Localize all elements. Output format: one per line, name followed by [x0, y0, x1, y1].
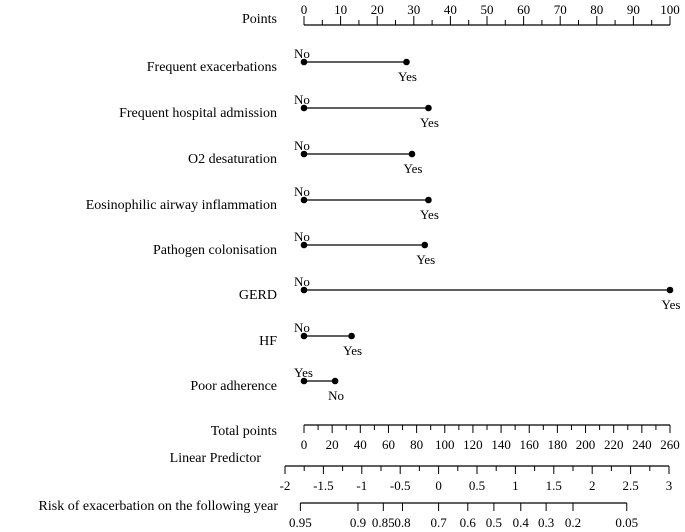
level-label: No	[294, 184, 310, 199]
level-label: No	[294, 229, 310, 244]
level-dot	[300, 286, 308, 294]
risk-axis-tick-label: 0.5	[486, 515, 502, 530]
points-axis-tick-label: 10	[334, 2, 347, 17]
level-label: Yes	[420, 115, 439, 130]
variable-label: HF	[259, 334, 277, 349]
linear-predictor-tick-label: -2	[280, 478, 291, 493]
level-label: Yes	[420, 207, 439, 222]
variable-label: O2 desaturation	[188, 152, 277, 167]
level-label: Yes	[294, 365, 313, 380]
points-axis-tick-label: 30	[407, 2, 420, 17]
linear-predictor-tick-label: 1.5	[546, 478, 562, 493]
total-points-label: Total points	[211, 424, 277, 439]
variable-label: Eosinophilic airway inflammation	[86, 198, 277, 213]
risk-axis-tick-label: 0.9	[350, 515, 366, 530]
total-points-tick-label: 140	[491, 437, 511, 452]
linear-predictor-tick-label: 1	[512, 478, 519, 493]
risk-axis-tick-label: 0.2	[565, 515, 581, 530]
risk-axis-tick-label: 0.85	[372, 515, 395, 530]
risk-axis-tick-label: 0.6	[460, 515, 477, 530]
level-label: Yes	[662, 297, 681, 312]
level-dot	[331, 377, 339, 385]
risk-axis-tick-label: 0.3	[538, 515, 554, 530]
level-dot	[300, 58, 308, 66]
linear-predictor-label: Linear Predictor	[170, 451, 262, 466]
level-dot	[425, 196, 432, 204]
total-points-tick-label: 220	[604, 437, 624, 452]
level-dot	[300, 150, 308, 158]
risk-axis-tick-label: 0.05	[615, 515, 638, 530]
level-dot	[408, 150, 416, 158]
level-dot	[666, 286, 674, 294]
level-label: No	[294, 46, 310, 61]
points-axis-tick-label: 50	[481, 2, 494, 17]
total-points-tick-label: 180	[548, 437, 568, 452]
level-label: No	[294, 138, 310, 153]
points-axis-tick-label: 80	[590, 2, 603, 17]
level-label: Yes	[404, 161, 423, 176]
risk-axis-tick-label: 0.8	[394, 515, 410, 530]
level-label: Yes	[343, 343, 362, 358]
variable-label: Frequent exacerbations	[147, 60, 277, 75]
level-dot	[300, 196, 308, 204]
level-dot	[425, 104, 432, 112]
variable-label: Poor adherence	[190, 379, 277, 394]
level-dot	[403, 58, 410, 66]
level-label: No	[294, 320, 310, 335]
linear-predictor-tick-label: -1.5	[313, 478, 334, 493]
linear-predictor-tick-label: -1	[356, 478, 367, 493]
linear-predictor-tick-label: -0.5	[390, 478, 411, 493]
total-points-tick-label: 100	[435, 437, 455, 452]
level-label: No	[294, 92, 310, 107]
level-dot	[300, 241, 308, 249]
level-dot	[348, 332, 355, 340]
level-label: Yes	[398, 69, 417, 84]
variable-label: GERD	[239, 288, 277, 303]
level-dot	[300, 377, 308, 385]
total-points-tick-label: 160	[519, 437, 539, 452]
total-points-tick-label: 80	[410, 437, 423, 452]
total-points-tick-label: 260	[660, 437, 680, 452]
total-points-tick-label: 40	[354, 437, 367, 452]
points-axis-tick-label: 90	[627, 2, 640, 17]
linear-predictor-tick-label: 3	[666, 478, 673, 493]
points-axis-label: Points	[242, 12, 277, 27]
level-dot	[300, 332, 308, 340]
risk-axis-tick-label: 0.95	[289, 515, 312, 530]
level-label: Yes	[416, 252, 435, 267]
risk-axis-label: Risk of exacerbation on the following ye…	[39, 499, 279, 514]
linear-predictor-tick-label: 2.5	[622, 478, 638, 493]
variable-label: Frequent hospital admission	[119, 106, 277, 121]
points-axis-tick-label: 60	[517, 2, 530, 17]
total-points-tick-label: 0	[301, 437, 308, 452]
points-axis-tick-label: 40	[444, 2, 457, 17]
variable-label: Pathogen colonisation	[153, 243, 277, 258]
total-points-tick-label: 200	[576, 437, 596, 452]
linear-predictor-tick-label: 2	[589, 478, 596, 493]
points-axis-tick-label: 70	[554, 2, 567, 17]
total-points-tick-label: 240	[632, 437, 652, 452]
level-label: No	[328, 388, 344, 403]
points-axis-tick-label: 100	[660, 2, 680, 17]
linear-predictor-tick-label: 0	[435, 478, 442, 493]
points-axis-tick-label: 0	[301, 2, 308, 17]
total-points-tick-label: 120	[463, 437, 483, 452]
total-points-tick-label: 60	[382, 437, 395, 452]
risk-axis-tick-label: 0.4	[513, 515, 530, 530]
level-label: No	[294, 274, 310, 289]
linear-predictor-tick-label: 0.5	[469, 478, 485, 493]
points-axis-tick-label: 20	[371, 2, 384, 17]
level-dot	[300, 104, 308, 112]
risk-axis-tick-label: 0.7	[430, 515, 447, 530]
level-dot	[421, 241, 429, 249]
total-points-tick-label: 20	[326, 437, 339, 452]
